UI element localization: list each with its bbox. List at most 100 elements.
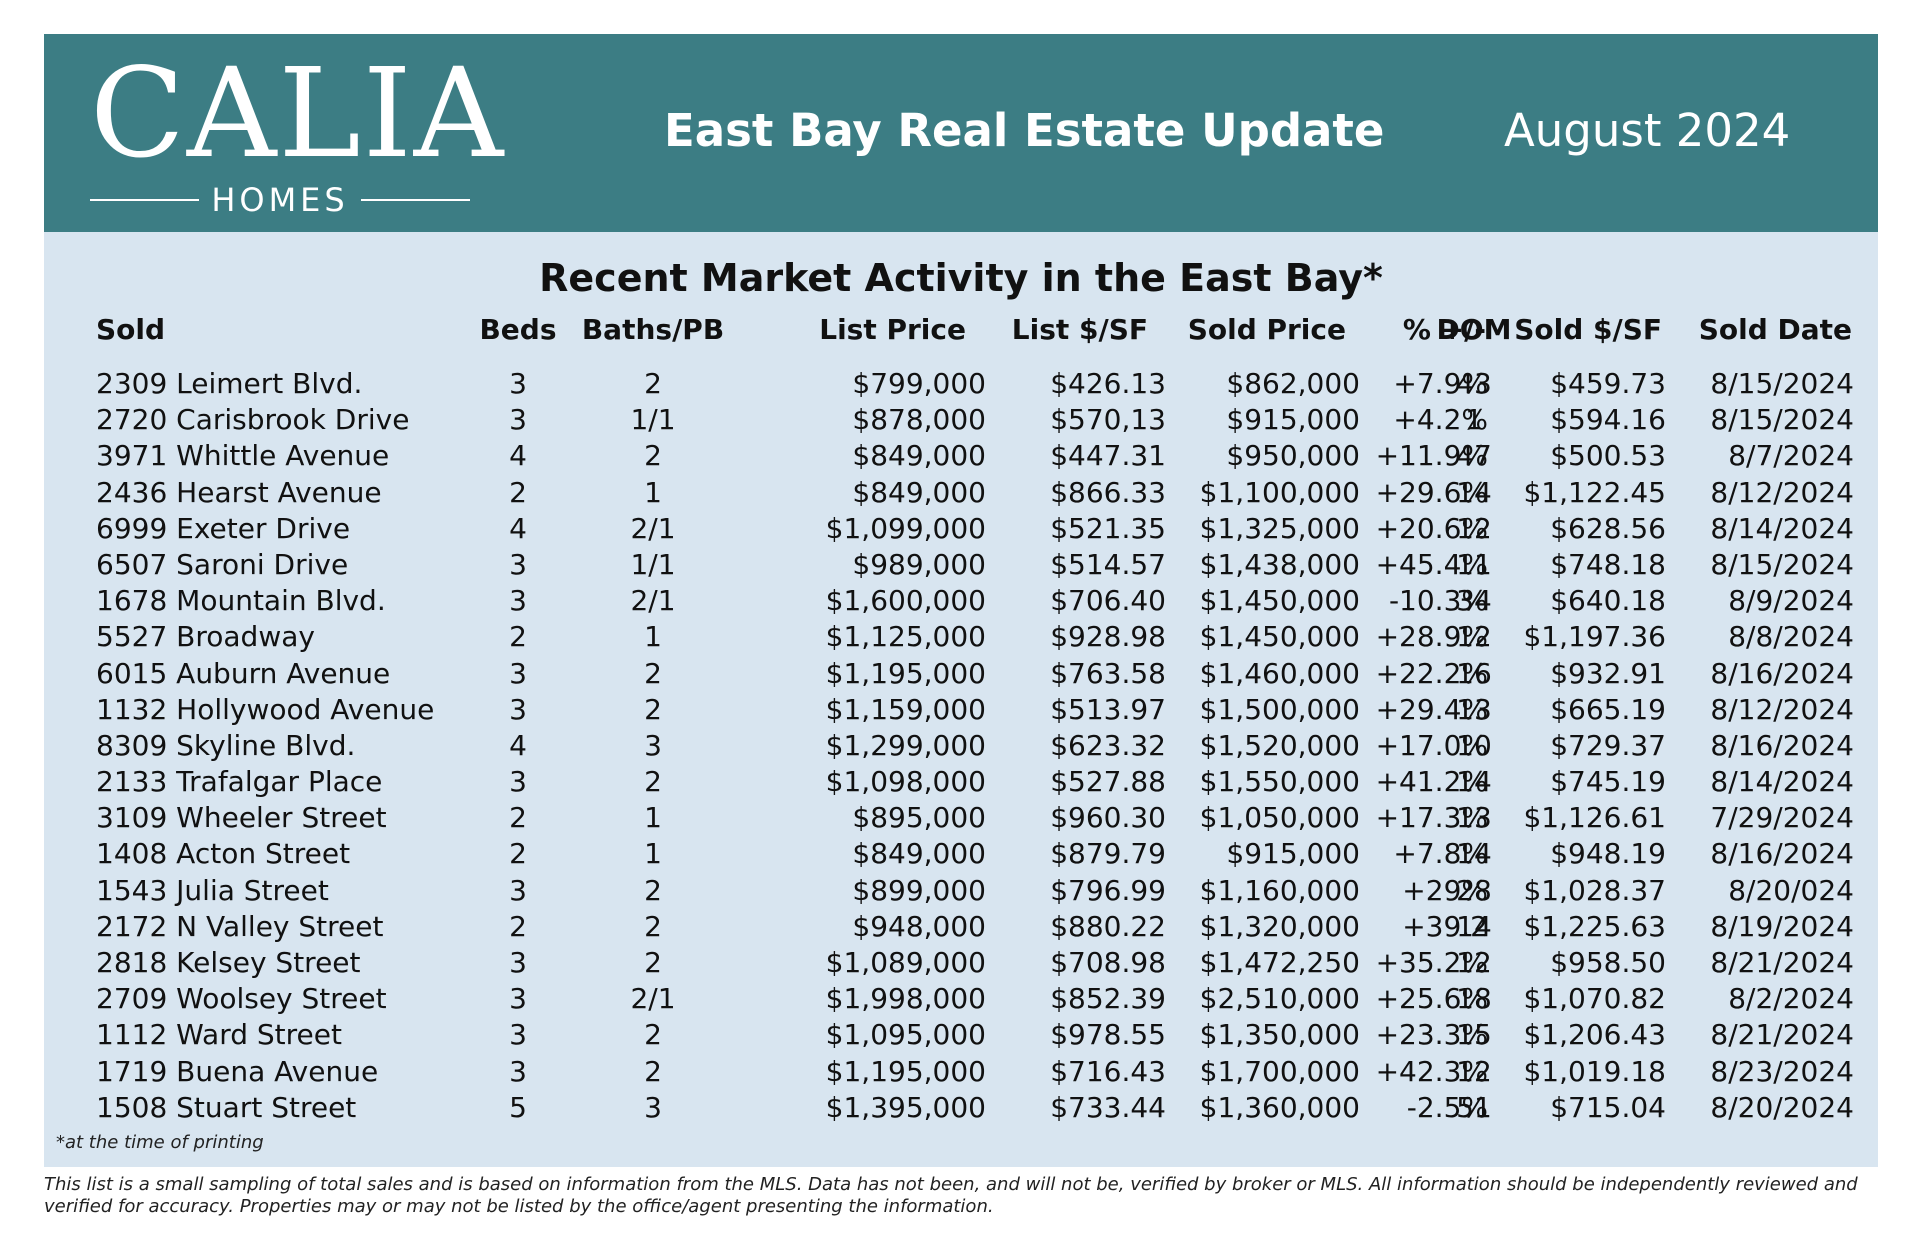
- cell-baths: 2/1: [630, 511, 676, 545]
- cell-pct: -2.5%: [1406, 1090, 1488, 1124]
- cell-list-psf: $527.88: [1050, 765, 1166, 799]
- cell-baths: 1: [644, 801, 662, 835]
- cell-sold-date: 8/20/2024: [1710, 1090, 1854, 1124]
- cell-list-price: $895,000: [852, 801, 986, 835]
- cell-sold-price: $1,450,000: [1199, 584, 1360, 618]
- cell-sold-date: 8/15/2024: [1710, 403, 1854, 437]
- col-header-sold-date: Sold Date: [1698, 313, 1852, 346]
- cell-dom: 14: [1456, 475, 1492, 509]
- table-row: 2309 Leimert Blvd. 3 2 $799,000 $426.13 $862,…: [44, 366, 1878, 402]
- cell-dom: 16: [1456, 656, 1492, 690]
- cell-pct: +35.2%: [1375, 946, 1488, 979]
- cell-baths: 2: [644, 1054, 662, 1088]
- cell-dom: 15: [1456, 1018, 1492, 1052]
- cell-baths: 3: [644, 1090, 662, 1124]
- cell-dom: 13: [1456, 801, 1492, 835]
- cell-list-psf: $716.43: [1050, 1054, 1166, 1088]
- col-header-sold: Sold: [96, 313, 166, 346]
- table-row: 1408 Acton Street 2 1 $849,000 $879.79 $915,0…: [44, 836, 1878, 872]
- cell-list-price: $878,000: [852, 403, 986, 437]
- cell-sold-date: 8/16/2024: [1710, 728, 1854, 762]
- cell-beds: 2: [509, 801, 527, 835]
- table-row: 2709 Woolsey Street 3 2/1 $1,998,000 $852.39…: [44, 981, 1878, 1017]
- cell-beds: 3: [509, 946, 527, 979]
- logo-rule-right: [360, 199, 471, 201]
- cell-address: 2436 Hearst Avenue: [96, 475, 382, 509]
- cell-sold-psf: $715.04: [1550, 1090, 1666, 1124]
- cell-sold-psf: $1,070.82: [1523, 982, 1666, 1016]
- cell-list-price: $849,000: [852, 439, 986, 473]
- cell-sold-date: 8/20/024: [1728, 873, 1854, 907]
- cell-list-price: $1,099,000: [825, 511, 986, 545]
- cell-address: 2133 Trafalgar Place: [96, 765, 383, 799]
- cell-dom: 14: [1456, 765, 1492, 799]
- cell-list-psf: $733.44: [1050, 1090, 1166, 1124]
- cell-list-psf: $623.32: [1050, 728, 1166, 762]
- cell-sold-price: $950,000: [1226, 439, 1360, 473]
- cell-pct: +25.6%: [1375, 982, 1488, 1016]
- cell-baths: 2: [644, 946, 662, 979]
- cell-address: 1112 Ward Street: [96, 1018, 342, 1052]
- cell-sold-date: 8/8/2024: [1728, 620, 1854, 654]
- cell-pct: +39.2: [1402, 909, 1488, 943]
- cell-address: 1678 Mountain Blvd.: [96, 584, 386, 618]
- cell-sold-date: 8/9/2024: [1728, 584, 1854, 618]
- cell-pct: -10.3%: [1388, 584, 1488, 618]
- cell-address: 8309 Skyline Blvd.: [96, 728, 356, 762]
- cell-baths: 2: [644, 909, 662, 943]
- cell-list-psf: $852.39: [1050, 982, 1166, 1016]
- cell-pct: +4.2%: [1393, 403, 1488, 437]
- cell-address: 1408 Acton Street: [96, 837, 351, 871]
- cell-address: 6999 Exeter Drive: [96, 511, 351, 545]
- cell-sold-date: 8/12/2024: [1710, 475, 1854, 509]
- cell-pct: +29.6%: [1375, 475, 1488, 509]
- cell-baths: 1: [644, 837, 662, 871]
- cell-sold-price: $1,320,000: [1199, 909, 1360, 943]
- cell-list-psf: $928.98: [1050, 620, 1166, 654]
- table-title: Recent Market Activity in the East Bay*: [539, 256, 1383, 300]
- table-row: 2720 Carisbrook Drive 3 1/1 $878,000 $570,13…: [44, 402, 1878, 438]
- table-row: 1678 Mountain Blvd. 3 2/1 $1,600,000 $706.40…: [44, 583, 1878, 619]
- cell-dom: 12: [1456, 511, 1492, 545]
- cell-sold-psf: $459.73: [1550, 367, 1666, 400]
- cell-sold-price: $862,000: [1226, 367, 1360, 400]
- cell-list-psf: $763.58: [1050, 656, 1166, 690]
- cell-address: 1132 Hollywood Avenue: [96, 692, 435, 726]
- cell-address: 2818 Kelsey Street: [96, 946, 361, 979]
- cell-list-psf: $521.35: [1050, 511, 1166, 545]
- logo-rule-left: [90, 199, 200, 201]
- cell-beds: 3: [509, 1054, 527, 1088]
- cell-pct: +22.2%: [1375, 656, 1488, 690]
- cell-dom: 1: [1465, 403, 1483, 437]
- cell-dom: 28: [1456, 873, 1492, 907]
- cell-sold-price: $1,325,000: [1199, 511, 1360, 545]
- cell-sold-date: 8/14/2024: [1710, 765, 1854, 799]
- cell-sold-price: $915,000: [1226, 837, 1360, 871]
- cell-sold-psf: $1,126.61: [1523, 801, 1666, 835]
- cell-list-psf: $447.31: [1050, 439, 1166, 473]
- cell-sold-date: 8/23/2024: [1710, 1054, 1854, 1088]
- cell-list-price: $1,195,000: [825, 1054, 986, 1088]
- cell-list-price: $1,125,000: [825, 620, 986, 654]
- cell-list-psf: $570,13: [1050, 403, 1166, 437]
- cell-pct: +17.3%: [1375, 801, 1488, 835]
- cell-beds: 2: [509, 837, 527, 871]
- cell-sold-psf: $1,197.36: [1523, 620, 1666, 654]
- cell-address: 5527 Broadway: [96, 620, 315, 654]
- cell-list-price: $799,000: [852, 367, 986, 400]
- cell-dom: 14: [1456, 837, 1492, 871]
- cell-beds: 3: [509, 982, 527, 1016]
- cell-baths: 2: [644, 873, 662, 907]
- table-row: 3971 Whittle Avenue 4 2 $849,000 $447.31 $950…: [44, 438, 1878, 474]
- cell-address: 6507 Saroni Drive: [96, 547, 349, 581]
- cell-baths: 3: [644, 728, 662, 762]
- cell-dom: 18: [1456, 982, 1492, 1016]
- cell-list-psf: $514.57: [1050, 547, 1166, 581]
- table-row: 5527 Broadway 2 1 $1,125,000 $928.98 $1,450,0…: [44, 619, 1878, 655]
- cell-sold-price: $1,450,000: [1199, 620, 1360, 654]
- cell-list-price: $948,000: [852, 909, 986, 943]
- cell-sold-price: $1,472,250: [1199, 946, 1360, 979]
- cell-sold-psf: $628.56: [1550, 511, 1666, 545]
- cell-sold-price: $1,520,000: [1199, 728, 1360, 762]
- table-header: Sold Beds Baths/PB List Price List $/SF …: [44, 312, 1878, 348]
